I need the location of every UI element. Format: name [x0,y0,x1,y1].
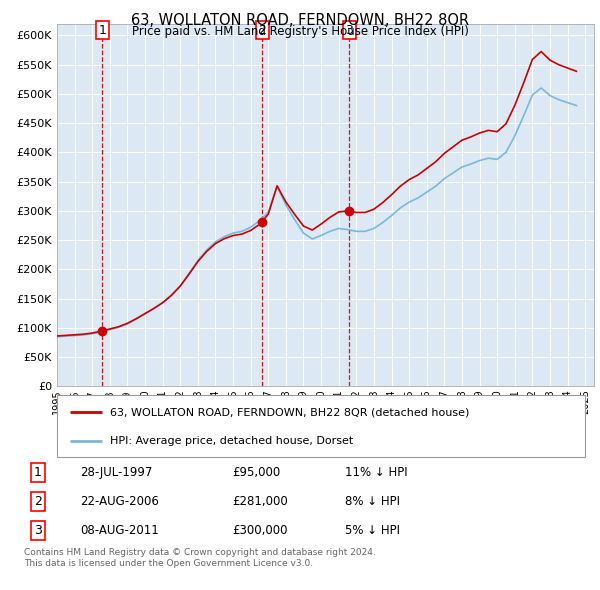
Text: HPI: Average price, detached house, Dorset: HPI: Average price, detached house, Dors… [110,435,353,445]
Text: 2: 2 [258,24,266,37]
Text: £95,000: £95,000 [233,466,281,479]
FancyBboxPatch shape [57,395,585,457]
Text: 63, WOLLATON ROAD, FERNDOWN, BH22 8QR (detached house): 63, WOLLATON ROAD, FERNDOWN, BH22 8QR (d… [110,407,469,417]
Text: Contains HM Land Registry data © Crown copyright and database right 2024.
This d: Contains HM Land Registry data © Crown c… [24,548,376,568]
Text: Price paid vs. HM Land Registry's House Price Index (HPI): Price paid vs. HM Land Registry's House … [131,25,469,38]
Text: 63, WOLLATON ROAD, FERNDOWN, BH22 8QR: 63, WOLLATON ROAD, FERNDOWN, BH22 8QR [131,13,469,28]
Text: 11% ↓ HPI: 11% ↓ HPI [346,466,408,479]
Text: 8% ↓ HPI: 8% ↓ HPI [346,495,400,508]
Text: 1: 1 [98,24,106,37]
Text: 08-AUG-2011: 08-AUG-2011 [80,524,159,537]
Text: 28-JUL-1997: 28-JUL-1997 [80,466,153,479]
Text: 1: 1 [34,466,42,479]
Text: 3: 3 [34,524,42,537]
Text: £281,000: £281,000 [233,495,289,508]
Text: 5% ↓ HPI: 5% ↓ HPI [346,524,400,537]
Text: 22-AUG-2006: 22-AUG-2006 [80,495,159,508]
Text: 3: 3 [346,24,353,37]
Text: 2: 2 [34,495,42,508]
Text: £300,000: £300,000 [233,524,288,537]
